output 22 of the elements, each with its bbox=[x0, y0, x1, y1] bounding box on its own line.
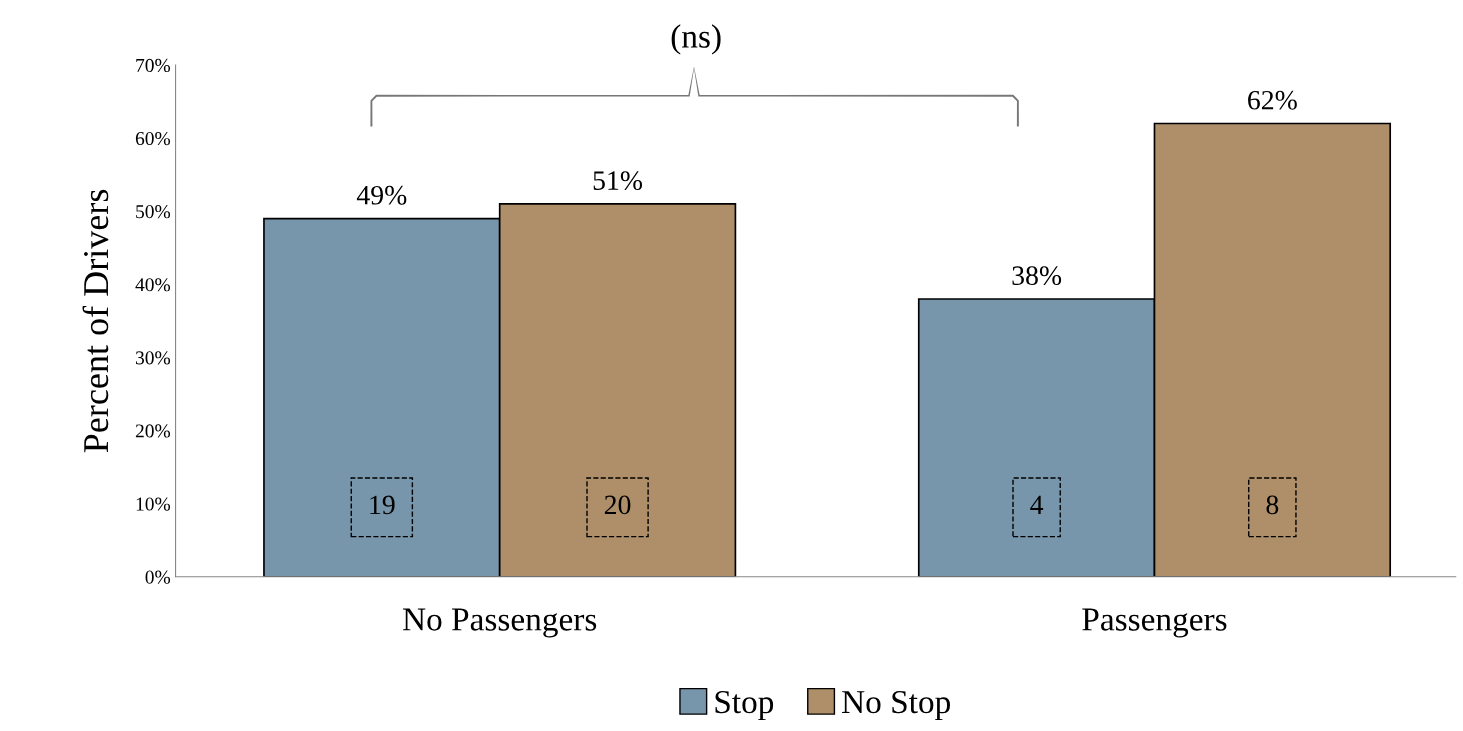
legend-label: No Stop bbox=[842, 690, 950, 721]
y-tick-label: 70% bbox=[136, 58, 171, 73]
y-tick-label: 10% bbox=[136, 497, 171, 511]
data-label: 38% bbox=[1012, 266, 1062, 286]
y-tick-label: 30% bbox=[135, 351, 171, 365]
annotation: 8 bbox=[1266, 495, 1279, 515]
annotation: 20 bbox=[604, 495, 631, 515]
annotation: 4 bbox=[1030, 495, 1044, 514]
y-tick-label: 60% bbox=[135, 131, 171, 146]
y-tick-label: 40% bbox=[135, 278, 171, 292]
x-tick-label: Passengers bbox=[1082, 608, 1227, 638]
data-label: 49% bbox=[356, 185, 407, 205]
annotation: 19 bbox=[370, 495, 395, 515]
y-axis-title: Percent of Drivers bbox=[82, 189, 109, 453]
y-tick-label: 20% bbox=[135, 424, 171, 438]
y-tick-label: 50% bbox=[136, 205, 171, 219]
y-tick-label: 0% bbox=[145, 570, 171, 584]
data-label: 62% bbox=[1248, 90, 1297, 110]
data-label: 51% bbox=[593, 171, 643, 191]
text: (ns) bbox=[671, 24, 721, 55]
x-tick-label: No Passengers bbox=[402, 608, 597, 638]
legend-label: Stop bbox=[715, 690, 774, 721]
